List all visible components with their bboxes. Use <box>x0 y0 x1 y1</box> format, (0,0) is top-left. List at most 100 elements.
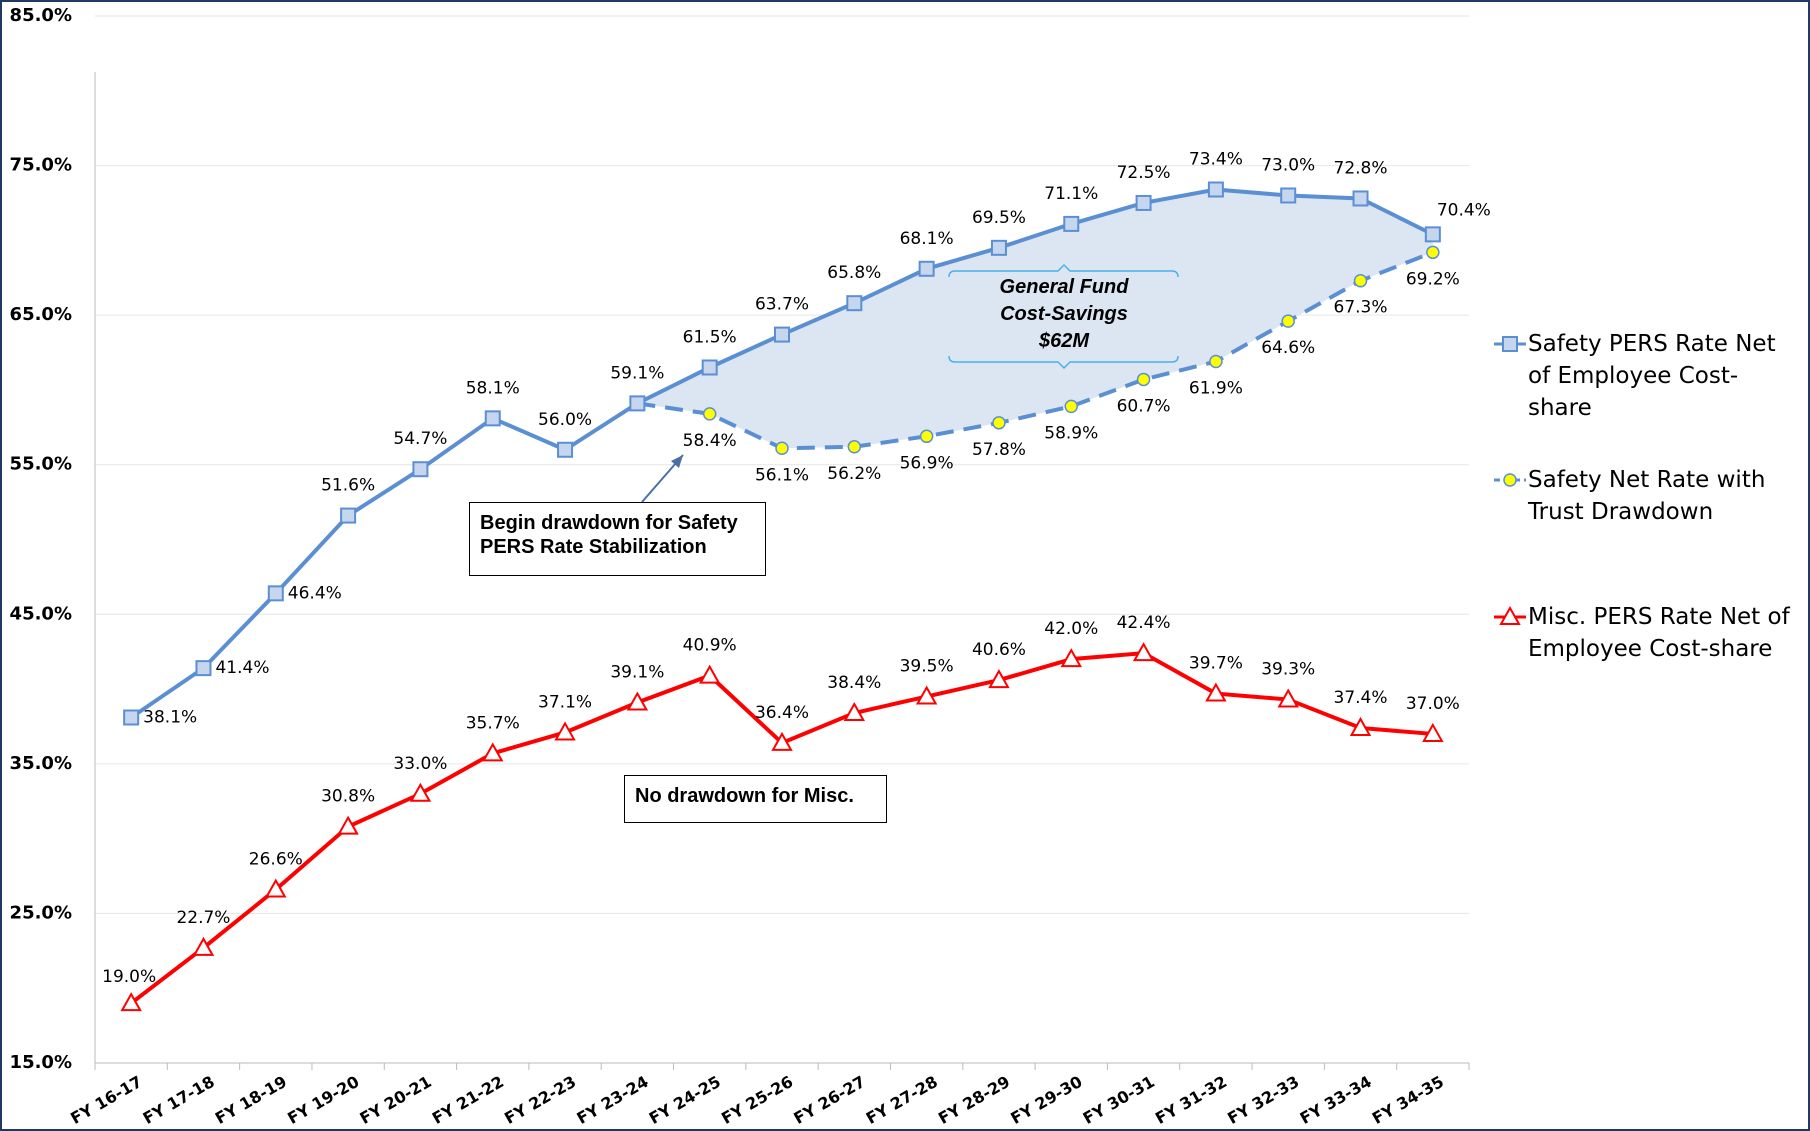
data-label: 58.1% <box>466 378 520 398</box>
data-label: 39.7% <box>1189 654 1243 674</box>
marker <box>1353 273 1368 288</box>
marker <box>557 441 574 458</box>
data-label: 42.4% <box>1117 613 1171 633</box>
marker <box>1502 336 1518 352</box>
marker <box>919 429 934 444</box>
x-tick-label: FY 25-26 <box>718 1072 796 1128</box>
annotation: Begin drawdown for Safety PERS Rate Stab… <box>469 502 766 576</box>
y-tick-label: 85.0% <box>10 5 72 26</box>
marker <box>771 731 793 751</box>
data-label: 46.4% <box>288 583 342 603</box>
marker <box>775 441 789 456</box>
x-tick-label: FY 18-19 <box>212 1072 290 1128</box>
y-tick-label: 45.0% <box>10 603 72 624</box>
x-tick-label: FY 31-32 <box>1152 1072 1230 1128</box>
data-label: 56.2% <box>827 464 881 484</box>
legend-label: Safety Net Rate with Trust Drawdown <box>1528 467 1766 525</box>
data-label: 61.5% <box>683 327 737 347</box>
data-label: 37.1% <box>538 692 592 712</box>
y-tick-label: 65.0% <box>10 304 72 325</box>
x-tick-label: FY 32-33 <box>1224 1072 1302 1128</box>
x-tick-label: FY 19-20 <box>284 1072 362 1128</box>
marker <box>1135 194 1152 211</box>
data-label: 67.3% <box>1334 298 1388 318</box>
series-line <box>637 250 1434 451</box>
x-tick-label: FY 23-24 <box>573 1072 651 1128</box>
x-tick-label: FY 26-27 <box>790 1072 868 1128</box>
marker <box>1063 215 1080 232</box>
data-label: 40.9% <box>683 636 737 656</box>
marker <box>1424 226 1441 243</box>
marker <box>626 691 649 711</box>
x-tick-label: FY 22-23 <box>501 1072 579 1128</box>
marker <box>1426 245 1440 260</box>
data-label: 39.1% <box>610 663 664 683</box>
marker <box>484 410 501 427</box>
marker <box>1207 181 1224 198</box>
marker <box>1209 354 1223 369</box>
data-label: 40.6% <box>972 640 1026 660</box>
data-label: 69.5% <box>972 208 1026 228</box>
annotation: No drawdown for Misc. <box>624 775 887 823</box>
arrow-head <box>671 455 683 468</box>
data-label: 60.7% <box>1117 396 1171 416</box>
marker <box>629 395 646 412</box>
data-label: 33.0% <box>393 754 447 774</box>
savings-area <box>637 189 1433 449</box>
data-label: 68.1% <box>900 229 954 249</box>
x-tick-label: FY 16-17 <box>67 1072 145 1128</box>
data-label: 38.1% <box>143 707 197 727</box>
data-label: 54.7% <box>393 429 447 449</box>
marker <box>702 407 717 421</box>
brace-bottom <box>948 355 1179 370</box>
data-label: 58.4% <box>683 431 737 451</box>
data-label: 71.1% <box>1044 184 1098 204</box>
data-label: 61.9% <box>1189 379 1243 399</box>
data-label: 64.6% <box>1261 338 1315 358</box>
marker <box>554 721 576 741</box>
annotation: General Fund Cost-Savings $62M <box>999 276 1129 352</box>
marker <box>482 742 504 762</box>
data-label: 56.9% <box>900 453 954 473</box>
x-tick-label: FY 34-35 <box>1369 1072 1447 1128</box>
marker <box>915 685 938 705</box>
series: 58.4% 56.1% 56.2% 56.9% 57.8% 58.9% 60.7% 61.9%… <box>637 245 1460 485</box>
data-label: 56.1% <box>755 465 809 485</box>
data-label: 37.4% <box>1334 688 1388 708</box>
data-label: 37.0% <box>1406 694 1460 714</box>
x-tick-label: FY 21-22 <box>429 1072 507 1128</box>
data-label: 65.8% <box>827 263 881 283</box>
marker <box>774 326 790 343</box>
data-label: 36.4% <box>755 703 809 723</box>
y-tick-label: 55.0% <box>10 454 72 475</box>
data-label: 70.4% <box>1437 200 1491 220</box>
y-tick-label: 75.0% <box>10 155 72 176</box>
x-tick-label: FY 28-29 <box>935 1072 1013 1128</box>
data-label: 19.0% <box>102 967 156 987</box>
data-label: 58.9% <box>1044 423 1098 443</box>
marker <box>918 260 935 277</box>
marker <box>992 416 1006 430</box>
marker <box>843 701 866 722</box>
marker <box>412 461 429 478</box>
data-label: 35.7% <box>466 713 520 733</box>
legend-label: Safety PERS Rate Net of Employee Cost-sh… <box>1528 331 1776 421</box>
x-tick-label: FY 20-21 <box>357 1072 435 1128</box>
data-label: 69.2% <box>1406 269 1460 289</box>
data-label: 41.4% <box>215 658 269 678</box>
series: 19.0% 22.7% 26.6% 30.8% 33.0% 35.7% 37.1% 39.1%… <box>102 613 1460 1012</box>
x-tick-label: FY 29-30 <box>1007 1072 1085 1128</box>
marker <box>990 239 1007 256</box>
y-tick-label: 25.0% <box>10 902 72 923</box>
marker <box>409 782 432 802</box>
data-label: 22.7% <box>176 908 230 928</box>
marker <box>340 507 357 524</box>
marker <box>1132 642 1155 662</box>
data-label: 73.4% <box>1189 150 1243 170</box>
data-label: 39.3% <box>1261 660 1315 680</box>
x-tick-label: FY 24-25 <box>646 1072 724 1128</box>
data-label: 39.5% <box>900 657 954 677</box>
data-label: 57.8% <box>972 440 1026 460</box>
series: 38.1% 41.4% 46.4% 51.6% 54.7% 58.1% 56.0% 59.1%… <box>123 150 1491 727</box>
